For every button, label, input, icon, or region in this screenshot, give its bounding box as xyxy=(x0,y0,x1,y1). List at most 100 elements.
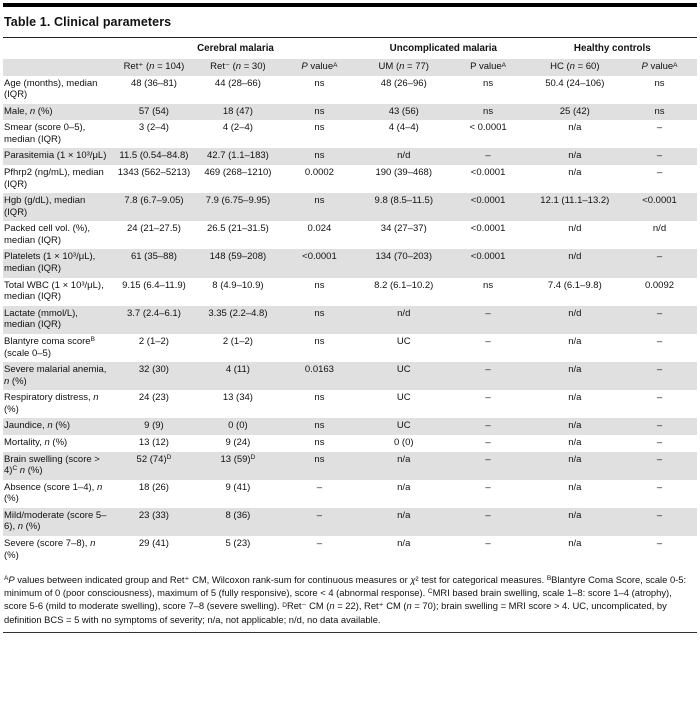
row-label: Age (months), median (IQR) xyxy=(4,77,98,101)
table-cell: – xyxy=(316,538,323,550)
table-cell: UC xyxy=(396,420,411,432)
table-cell: – xyxy=(485,307,491,319)
table-cell: 29 (41) xyxy=(138,538,169,550)
table-cell: 42.7 (1.1–183) xyxy=(207,150,269,162)
table-row: Parasitemia (1 × 10³/μL) 11.5 (0.54–84.8)… xyxy=(3,148,697,165)
table-cell: UC xyxy=(396,335,411,347)
table-cell: 4 (2–4) xyxy=(222,122,253,134)
table-row: Age (months), median (IQR) 48 (36–81) 44 (… xyxy=(3,76,697,104)
bottom-rule xyxy=(3,631,697,633)
table-cell: – xyxy=(485,436,491,448)
table-cell: – xyxy=(485,481,491,493)
table-cell: 26.5 (21–31.5) xyxy=(207,223,269,235)
table-cell: < 0.0001 xyxy=(469,122,507,134)
table-cell: 18 (47) xyxy=(222,105,253,117)
table-cell: n/a xyxy=(397,509,411,521)
table-row: Platelets (1 × 10³/μL), median (IQR) 61 (… xyxy=(3,249,697,278)
table-cell: ns xyxy=(483,279,494,291)
table-cell: 134 (70–203) xyxy=(375,251,433,263)
row-label: Total WBC (1 × 10³/μL), median (IQR) xyxy=(4,279,104,303)
table-cell: – xyxy=(656,420,663,432)
table-title: Table 1. Clinical parameters xyxy=(4,15,172,29)
table-cell: 0.0002 xyxy=(304,166,334,178)
row-label: Parasitemia (1 × 10³/μL) xyxy=(4,150,107,162)
table-cell: 0 (0) xyxy=(228,420,248,432)
table-cell: 61 (35–88) xyxy=(130,251,177,263)
table-cell: – xyxy=(656,538,663,550)
table-cell: ns xyxy=(654,77,665,89)
table-row: Total WBC (1 × 10³/μL), median (IQR) 9.15… xyxy=(3,278,697,306)
row-label: Packed cell vol. (%), median (IQR) xyxy=(4,223,91,246)
table-cell: n/a xyxy=(568,335,582,347)
table-cell: n/a xyxy=(568,436,582,448)
table-cell: – xyxy=(485,453,491,465)
table-cell: 9 (41) xyxy=(225,481,251,493)
table-row: Packed cell vol. (%), median (IQR) 24 (21… xyxy=(3,221,697,249)
table-row: Hgb (g/dL), median (IQR) 7.8 (6.7–9.05) 7.… xyxy=(3,193,697,222)
table-body: Age (months), median (IQR) 48 (36–81) 44 (… xyxy=(3,76,697,565)
table-cell: – xyxy=(656,392,663,404)
table-cell: <0.0001 xyxy=(470,251,506,263)
table-row: Respiratory distress, n (%) 24 (23) 13 (34… xyxy=(3,390,697,418)
table-cell: – xyxy=(316,509,323,521)
table-cell: ns xyxy=(483,77,494,89)
table-cell: – xyxy=(316,481,323,493)
table-row: Severe (score 7–8), n (%) 29 (41) 5 (23) – n… xyxy=(3,536,697,564)
table-cell: 48 (26–96) xyxy=(380,77,427,89)
row-label: Smear (score 0–5), median (IQR) xyxy=(4,122,86,145)
table-cell: – xyxy=(656,509,663,521)
table-cell: 7.4 (6.1–9.8) xyxy=(547,279,602,291)
row-label: Jaundice, n (%) xyxy=(4,420,71,432)
table-cell: 24 (23) xyxy=(138,392,169,404)
table-cell: 9.8 (8.5–11.5) xyxy=(374,195,433,207)
column-group-label: Cerebral malaria xyxy=(111,40,359,59)
table-cell: 48 (36–81) xyxy=(130,77,177,89)
table-cell: 3.7 (2.4–6.1) xyxy=(127,307,181,319)
column-header: Ret⁻ (n = 30) xyxy=(195,58,280,76)
table-cell: 4 (11) xyxy=(225,364,250,376)
table-cell: n/a xyxy=(568,392,582,404)
table-cell: 8.2 (6.1–10.2) xyxy=(374,279,434,291)
table-cell: n/a xyxy=(568,481,582,493)
table-cell: 190 (39–468) xyxy=(375,166,433,178)
table-cell: – xyxy=(485,364,491,376)
table-cell: 8 (4.9–10.9) xyxy=(212,279,264,291)
table-cell: ns xyxy=(314,453,325,465)
table-row: Brain swelling (score > 4)C n (%) 52 (74)… xyxy=(3,451,697,480)
table-cell: ns xyxy=(654,105,665,117)
table-cell: n/a xyxy=(568,166,582,178)
table-cell: 3.35 (2.2–4.8) xyxy=(208,307,268,319)
table-cell: 13 (12) xyxy=(138,436,169,448)
table-cell: – xyxy=(656,307,663,319)
table-cell: 12.1 (11.1–13.2) xyxy=(540,195,610,207)
column-header: Ret⁺ (n = 104) xyxy=(111,58,196,76)
table-cell: n/d xyxy=(397,150,411,162)
paper-table-figure: Table 1. Clinical parameters Cerebral ma… xyxy=(3,3,697,633)
table-cell: 8 (36) xyxy=(225,509,251,521)
table-cell: – xyxy=(656,481,663,493)
table-cell: 24 (21–27.5) xyxy=(127,223,181,235)
row-label: Platelets (1 × 10³/μL), median (IQR) xyxy=(4,251,96,275)
table-cell: 9 (24) xyxy=(225,436,251,448)
table-row: Absence (score 1–4), n (%) 18 (26) 9 (41) –… xyxy=(3,480,697,508)
table-cell: 0.0092 xyxy=(644,279,675,291)
table-cell: 2 (1–2) xyxy=(138,335,169,347)
table-cell: 52 (74)D xyxy=(136,453,172,465)
table-cell: n/d xyxy=(568,223,582,235)
table-cell: n/a xyxy=(397,481,411,493)
table-cell: n/d xyxy=(568,307,582,319)
table-cell: 0.024 xyxy=(307,223,332,235)
column-header: P valueA xyxy=(622,58,697,76)
row-label: Mortality, n (%) xyxy=(4,436,68,448)
column-group-label: Healthy controls xyxy=(527,40,697,59)
row-label: Severe malarial anemia, n (%) xyxy=(4,364,107,387)
table-row: Male, n (%) 57 (54) 18 (47) ns 43 (56) ns 25 (… xyxy=(3,103,697,121)
table-cell: 23 (33) xyxy=(138,509,169,521)
table-row: Mortality, n (%) 13 (12) 9 (24) ns 0 (0) – n/a… xyxy=(3,435,697,452)
table-cell: – xyxy=(656,150,663,162)
table-cell: – xyxy=(656,122,663,134)
table-cell: n/a xyxy=(568,122,582,134)
table-row: Blantyre coma scoreB (scale 0–5) 2 (1–2) 2… xyxy=(3,334,697,362)
table-cell: 469 (268–1210) xyxy=(204,166,272,178)
table-cell: n/d xyxy=(652,223,667,235)
